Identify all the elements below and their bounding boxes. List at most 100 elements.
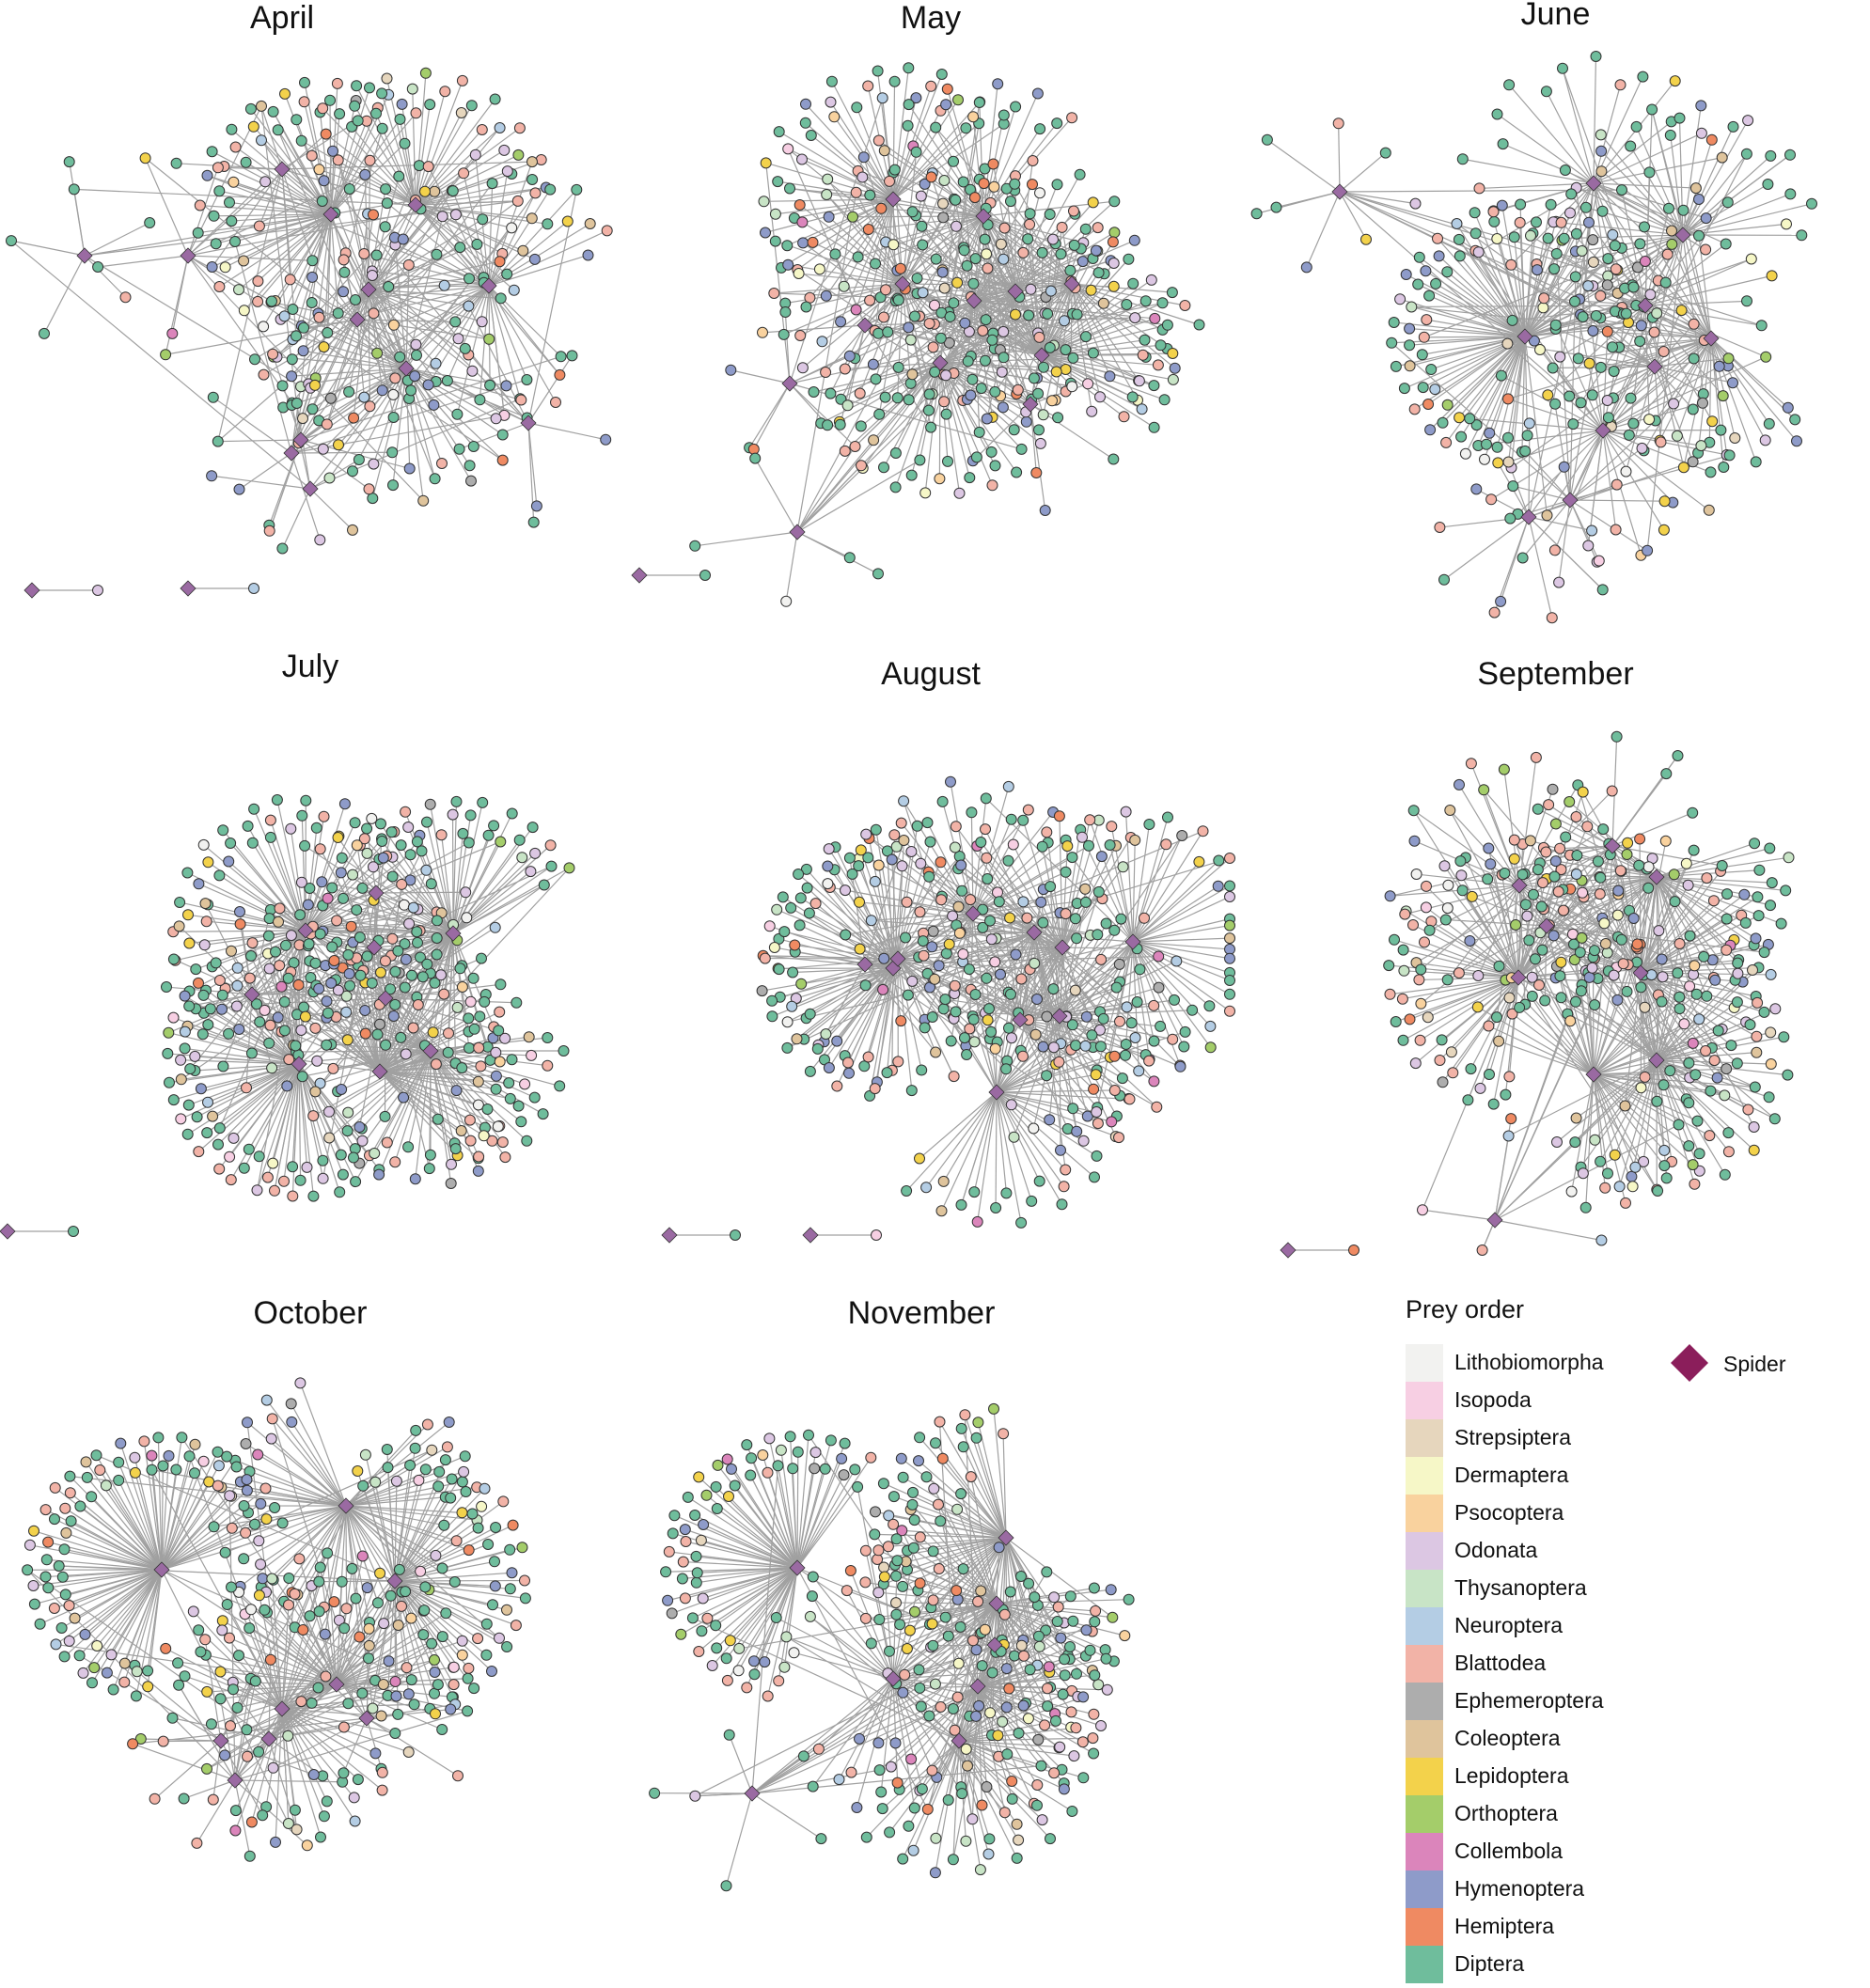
panel-title: September (1477, 656, 1634, 692)
prey-node (530, 500, 542, 512)
prey-node (1789, 414, 1801, 426)
network-edge (394, 1480, 398, 1582)
prey-node (1577, 311, 1589, 323)
network-edge (1059, 816, 1063, 948)
network-edge (1059, 891, 1100, 1017)
network-edge (1593, 1042, 1693, 1075)
network-edge (836, 958, 899, 1041)
network-edge (281, 1604, 290, 1710)
prey-node (1024, 208, 1036, 220)
network-edge (230, 1587, 283, 1710)
prey-node (956, 884, 968, 897)
prey-node (224, 196, 235, 209)
prey-node (1441, 266, 1454, 278)
network-edge (1593, 1068, 1727, 1075)
prey-node (231, 962, 244, 974)
prey-node (1657, 971, 1669, 983)
network-edge (862, 362, 941, 469)
network-edge (361, 1050, 432, 1130)
network-edge (228, 201, 332, 215)
prey-node (1590, 310, 1602, 321)
network-edge (972, 786, 1010, 915)
network-edge (1513, 485, 1571, 501)
prey-node (1638, 1155, 1650, 1167)
prey-node (1589, 1134, 1601, 1146)
network-edge (1575, 234, 1684, 277)
network-edge (1524, 234, 1613, 337)
network-edge (1593, 1073, 1665, 1166)
network-edge (973, 300, 1038, 379)
network-edge (207, 175, 490, 287)
prey-node (1472, 246, 1485, 258)
network-edge (1656, 935, 1691, 1061)
prey-node (1444, 805, 1456, 816)
prey-node (323, 1132, 336, 1144)
prey-node (1660, 1172, 1673, 1184)
prey-node (1688, 352, 1700, 365)
prey-node (1437, 1076, 1449, 1088)
network-edge (1593, 943, 1607, 1075)
prey-node (1530, 953, 1541, 965)
prey-node (191, 1111, 203, 1123)
prey-node (876, 92, 888, 104)
network-edge (290, 278, 358, 321)
network-panel-april: April (0, 0, 621, 639)
prey-node (980, 823, 991, 836)
prey-node (1582, 280, 1595, 292)
prey-node (916, 220, 928, 232)
prey-node (1479, 453, 1490, 465)
prey-node (760, 227, 771, 239)
prey-node (473, 1151, 485, 1163)
network-edge (373, 919, 438, 948)
network-edge (1640, 900, 1715, 974)
prey-node (1204, 1041, 1217, 1054)
prey-node (998, 222, 1011, 234)
network-edge (234, 241, 292, 454)
prey-node (1430, 277, 1442, 290)
prey-node (1060, 908, 1072, 920)
prey-node (298, 321, 309, 334)
network-edge (353, 289, 369, 418)
network-edge (1019, 933, 1098, 1021)
network-edge (1600, 134, 1684, 236)
prey-node (801, 882, 813, 894)
network-edge (1041, 260, 1084, 356)
network-edge (1656, 876, 1731, 947)
network-edge (1443, 516, 1530, 581)
network-edge (1656, 1002, 1758, 1061)
prey-node (1721, 913, 1733, 925)
prey-node (1398, 383, 1410, 395)
prey-node (1570, 811, 1582, 822)
network-edge (1569, 499, 1665, 502)
network-edge (373, 285, 490, 315)
network-edge (939, 362, 961, 493)
prey-node (781, 1016, 794, 1028)
prey-node (1413, 974, 1425, 986)
network-edge (1518, 757, 1537, 886)
prey-node (1634, 833, 1646, 845)
prey-node (247, 120, 259, 133)
prey-node (301, 1161, 313, 1173)
prey-node (245, 950, 257, 962)
network-edge (972, 798, 987, 915)
prey-node (1407, 919, 1419, 931)
prey-node (1595, 1234, 1608, 1246)
network-edge (1507, 398, 1604, 431)
network-panel-may: May (621, 0, 1241, 639)
prey-node (1659, 835, 1672, 847)
prey-node (1506, 314, 1518, 326)
prey-node (538, 879, 550, 891)
prey-node (1470, 483, 1483, 495)
network-edge (488, 189, 551, 287)
prey-node (477, 796, 489, 808)
network-edge (863, 156, 904, 285)
network-edge (368, 190, 453, 290)
network-edge (1505, 979, 1595, 1075)
network-edge (197, 1629, 283, 1710)
prey-node (1414, 1034, 1426, 1046)
prey-node (960, 122, 972, 134)
prey-node (416, 971, 429, 983)
prey-node (1086, 405, 1098, 417)
prey-node (582, 249, 594, 261)
network-edge (309, 488, 354, 531)
